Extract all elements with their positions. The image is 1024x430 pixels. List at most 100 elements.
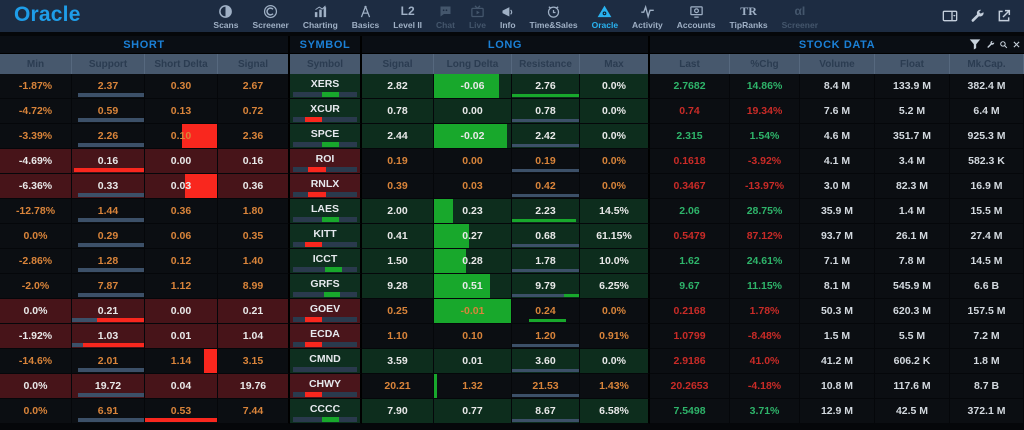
- symbol-cell[interactable]: LAES: [290, 199, 362, 224]
- nav-item-label: Screener: [252, 19, 289, 30]
- nav-item-activity[interactable]: Activity: [625, 0, 670, 32]
- column-header-max[interactable]: Max: [580, 54, 650, 74]
- value-bar: [564, 294, 579, 297]
- table-row-chwy[interactable]: 0.0% 19.72 0.04 19.76 CHWY 20.21 1.32 21.53 1.43…: [0, 374, 1024, 399]
- nav-item-screener[interactable]: Screener: [245, 0, 295, 32]
- nav-item-chat[interactable]: Chat: [429, 0, 462, 32]
- layout-selector-button[interactable]: [942, 8, 958, 24]
- filter-button[interactable]: [968, 37, 982, 51]
- symbol-cell[interactable]: CCCC: [290, 399, 362, 424]
- market-cap-cell: 16.9 M: [950, 174, 1024, 199]
- market-cap-cell: 157.5 M: [950, 299, 1024, 324]
- table-row-cccc[interactable]: 0.0% 6.91 0.53 7.44 CCCC 7.90 0.77 8.67 6.58% 7.5…: [0, 399, 1024, 424]
- column-header-mk-cap-[interactable]: Mk.Cap.: [950, 54, 1024, 74]
- symbol-cell[interactable]: RNLX: [290, 174, 362, 199]
- table-row-spce[interactable]: -3.39% 2.26 0.10 2.36 SPCE 2.44 -0.02 2.42 0.0% 2…: [0, 124, 1024, 149]
- percent-change-cell: 14.86%: [730, 74, 800, 99]
- table-row-xers[interactable]: -1.87% 2.37 0.30 2.67 XERS 2.82 -0.06 2.76 0.0% 2…: [0, 74, 1024, 99]
- long-signal-cell: 0.25: [362, 299, 434, 324]
- table-row-icct[interactable]: -2.86% 1.28 0.12 1.40 ICCT 1.50 0.28 1.78 10.0% 1…: [0, 249, 1024, 274]
- nav-item-label: Scans: [213, 19, 239, 30]
- support-cell: 0.33: [72, 174, 145, 199]
- nav-item-tipranks[interactable]: TR TipRanks: [723, 0, 775, 32]
- symbol-cell[interactable]: SPCE: [290, 124, 362, 149]
- last-price-cell: 2.9186: [650, 349, 730, 374]
- min-cell: 0.0%: [0, 224, 72, 249]
- symbol-cell[interactable]: CHWY: [290, 374, 362, 399]
- short-delta-cell: 0.03: [145, 174, 218, 199]
- delta-block: [204, 349, 217, 373]
- long-delta-cell: 0.51: [434, 274, 512, 299]
- column-header-short-delta[interactable]: Short Delta: [145, 54, 218, 74]
- table-row-rnlx[interactable]: -6.36% 0.33 0.03 0.36 RNLX 0.39 0.03 0.42 0.0% 0.…: [0, 174, 1024, 199]
- group-title-symbol: SYMBOL: [290, 36, 362, 53]
- volume-cell: 50.3 M: [800, 299, 875, 324]
- column-header--chg[interactable]: %Chg: [730, 54, 800, 74]
- symbol-cell[interactable]: GRFS: [290, 274, 362, 299]
- column-header-signal[interactable]: Signal: [362, 54, 434, 74]
- nav-item-oracle[interactable]: Oracle: [585, 0, 625, 32]
- nav-item-info[interactable]: Info: [493, 0, 523, 32]
- panel-close-button[interactable]: [1012, 40, 1021, 49]
- resistance-cell: 0.42: [512, 174, 580, 199]
- column-header-symbol[interactable]: Symbol: [290, 54, 362, 74]
- symbol-cell[interactable]: ICCT: [290, 249, 362, 274]
- column-header-support[interactable]: Support: [72, 54, 145, 74]
- nav-item-screener[interactable]: αI Screener: [775, 0, 825, 32]
- value-bar: [307, 192, 326, 197]
- table-row-grfs[interactable]: -2.0% 7.87 1.12 8.99 GRFS 9.28 0.51 9.79 6.25% 9.…: [0, 274, 1024, 299]
- market-cap-cell: 7.2 M: [950, 324, 1024, 349]
- popout-button[interactable]: [996, 8, 1012, 24]
- nav-item-scans[interactable]: Scans: [206, 0, 245, 32]
- column-header-resistance[interactable]: Resistance: [512, 54, 580, 74]
- min-cell: -1.87%: [0, 74, 72, 99]
- symbol-cell[interactable]: CMND: [290, 349, 362, 374]
- column-header-volume[interactable]: Volume: [800, 54, 875, 74]
- nav-item-accounts[interactable]: Accounts: [670, 0, 723, 32]
- table-row-kitt[interactable]: 0.0% 0.29 0.06 0.35 KITT 0.41 0.27 0.68 61.15% 0.…: [0, 224, 1024, 249]
- float-cell: 545.9 M: [875, 274, 950, 299]
- nav-item-time-sales[interactable]: Time&Sales: [523, 0, 585, 32]
- symbol-cell[interactable]: ROI: [290, 149, 362, 174]
- value-bar: [77, 393, 144, 397]
- nav-item-basics[interactable]: Basics: [345, 0, 386, 32]
- symbol-cell[interactable]: KITT: [290, 224, 362, 249]
- symbol-cell[interactable]: XCUR: [290, 99, 362, 124]
- resistance-cell: 21.53: [512, 374, 580, 399]
- column-header-min[interactable]: Min: [0, 54, 72, 74]
- value-bar: [292, 117, 358, 122]
- symbol-cell[interactable]: XERS: [290, 74, 362, 99]
- settings-wrench-button[interactable]: [969, 8, 985, 24]
- table-row-goev[interactable]: 0.0% 0.21 0.00 0.21 GOEV 0.25 -0.01 0.24 0.0% 0.2…: [0, 299, 1024, 324]
- column-header-signal[interactable]: Signal: [218, 54, 290, 74]
- last-price-cell: 0.2168: [650, 299, 730, 324]
- column-header-float[interactable]: Float: [875, 54, 950, 74]
- table-row-laes[interactable]: -12.78% 1.44 0.36 1.80 LAES 2.00 0.23 2.23 14.5%…: [0, 199, 1024, 224]
- table-row-xcur[interactable]: -4.72% 0.59 0.13 0.72 XCUR 0.78 0.00 0.78 0.0% 0.…: [0, 99, 1024, 124]
- top-nav-bar: Oracle Scans Screener Charting Basics L2 Leve…: [0, 0, 1024, 32]
- panel-search-button[interactable]: [999, 40, 1008, 49]
- panel-settings-button[interactable]: [986, 40, 995, 49]
- value-bar: [305, 392, 323, 397]
- symbol-cell[interactable]: ECDA: [290, 324, 362, 349]
- column-header-last[interactable]: Last: [650, 54, 730, 74]
- table-row-cmnd[interactable]: -14.6% 2.01 1.14 3.15 CMND 3.59 0.01 3.60 0.0% 2.…: [0, 349, 1024, 374]
- column-header-long-delta[interactable]: Long Delta: [434, 54, 512, 74]
- nav-item-live[interactable]: Live: [462, 0, 493, 32]
- resistance-cell: 0.19: [512, 149, 580, 174]
- resistance-cell: 2.76: [512, 74, 580, 99]
- table-row-ecda[interactable]: -1.92% 1.03 0.01 1.04 ECDA 1.10 0.10 1.20 0.91% 1…: [0, 324, 1024, 349]
- table-row-roi[interactable]: -4.69% 0.16 0.00 0.16 ROI 0.19 0.00 0.19 0.0% 0.1…: [0, 149, 1024, 174]
- long-signal-cell: 0.19: [362, 149, 434, 174]
- percent-change-cell: -13.97%: [730, 174, 800, 199]
- min-cell: 0.0%: [0, 399, 72, 424]
- nav-item-charting[interactable]: Charting: [296, 0, 345, 32]
- symbol-cell[interactable]: GOEV: [290, 299, 362, 324]
- long-delta-cell: 0.10: [434, 324, 512, 349]
- value-bar: [322, 217, 339, 222]
- value-bar: [512, 169, 579, 172]
- long-signal-cell: 9.28: [362, 274, 434, 299]
- nav-item-level-ii[interactable]: L2 Level II: [386, 0, 429, 32]
- short-delta-cell: 1.12: [145, 274, 218, 299]
- percent-change-cell: 19.34%: [730, 99, 800, 124]
